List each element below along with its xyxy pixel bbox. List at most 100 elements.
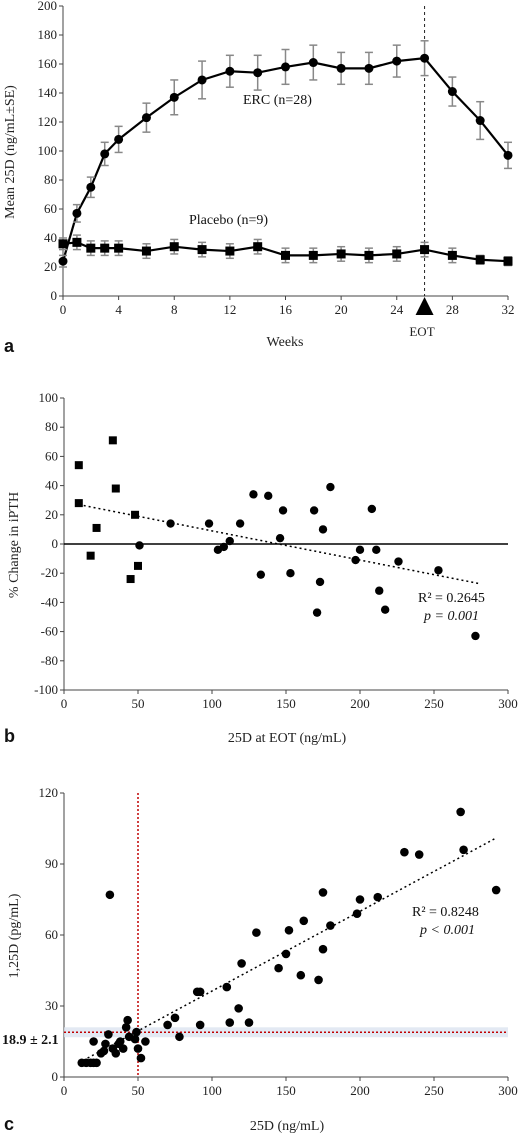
- erc-data-point: [308, 58, 318, 68]
- x-tick-label: 300: [498, 1083, 518, 1098]
- erc-data-point: [372, 545, 381, 555]
- erc-data-point: [114, 134, 124, 144]
- x-tick-label: 4: [115, 302, 122, 317]
- erc-data-point: [58, 256, 68, 266]
- y-tick-label: 40: [44, 230, 57, 245]
- data-point: [318, 888, 328, 897]
- erc-data-point: [281, 62, 290, 72]
- placebo-data-point: [141, 246, 151, 256]
- panel-a-y-axis-label: Mean 25D (ng/mL±SE): [3, 85, 18, 219]
- placebo-data-point: [86, 551, 95, 560]
- panel-b-ipth-scatter: b 25D at EOT (ng/mL) % Change in iPTH -1…: [4, 390, 518, 746]
- placebo-data-point: [131, 510, 140, 519]
- data-point: [284, 925, 294, 935]
- data-point: [195, 1020, 205, 1030]
- data-point: [133, 1044, 143, 1053]
- placebo-data-point: [336, 249, 346, 259]
- panel-b-x-axis-label: 25D at EOT (ng/mL): [228, 731, 347, 746]
- x-tick-label: 28: [446, 302, 459, 317]
- erc-data-point: [447, 87, 457, 97]
- data-point: [163, 1020, 172, 1030]
- placebo-data-point: [72, 237, 82, 247]
- data-point: [104, 1030, 113, 1039]
- panel-a-label: a: [4, 336, 15, 356]
- placebo-data-point: [308, 250, 318, 260]
- erc-data-point: [72, 208, 82, 218]
- erc-data-point: [315, 577, 325, 587]
- placebo-data-point: [100, 243, 110, 253]
- placebo-data-point: [197, 245, 207, 255]
- x-tick-label: 16: [279, 302, 293, 317]
- erc-data-point: [503, 150, 513, 160]
- data-point: [99, 1046, 109, 1056]
- panel-a-erc-series-label: ERC (n=28): [243, 93, 312, 108]
- panel-c-125d-scatter: c 25D (ng/mL) 1,25D (pg/mL) 0 30 60 90 120 0 5…: [2, 785, 518, 1134]
- x-tick-label: 0: [60, 302, 67, 317]
- y-tick-label: 0: [52, 1069, 59, 1084]
- y-tick-label: 120: [39, 785, 59, 800]
- data-point: [491, 885, 501, 895]
- erc-data-point: [100, 149, 110, 159]
- data-point: [237, 959, 246, 968]
- data-point: [141, 1037, 150, 1046]
- panel-b-label: b: [4, 726, 15, 746]
- y-tick-label: 80: [45, 419, 58, 434]
- x-tick-label: 200: [350, 1083, 370, 1098]
- erc-data-point: [336, 63, 346, 73]
- erc-data-point: [420, 53, 430, 63]
- data-point: [89, 1037, 98, 1046]
- panel-a-weekly-25d-chart: a Weeks Mean 25D (ng/mL±SE) 020406080100…: [3, 0, 515, 356]
- erc-data-point: [275, 533, 285, 543]
- x-tick-label: 8: [171, 302, 178, 317]
- data-point: [274, 963, 283, 973]
- data-point: [118, 1044, 128, 1053]
- panel-c-axes: 0 30 60 90 120 0 50 100 150 200 250 300: [39, 785, 518, 1098]
- y-tick-label: 60: [45, 448, 58, 463]
- erc-data-point: [326, 482, 335, 492]
- erc-data-point: [225, 66, 235, 76]
- y-tick-label: 20: [44, 259, 57, 274]
- placebo-data-point: [420, 245, 430, 255]
- panel-c-points: [77, 807, 501, 1068]
- data-point: [101, 1039, 110, 1049]
- panel-b-y-axis-label: % Change in iPTH: [7, 492, 22, 598]
- data-point: [222, 982, 232, 992]
- placebo-data-point: [392, 249, 402, 259]
- data-point: [92, 1058, 101, 1068]
- x-tick-label: 100: [202, 1083, 222, 1098]
- erc-data-point: [380, 605, 390, 614]
- placebo-data-point: [447, 250, 457, 260]
- data-point: [326, 921, 335, 930]
- panel-a-eot-label: EOT: [409, 324, 434, 339]
- panel-c-r-squared: R² = 0.8248: [412, 905, 479, 920]
- data-point: [252, 928, 261, 937]
- placebo-data-point: [475, 255, 485, 265]
- data-point: [136, 1053, 146, 1063]
- y-tick-label: -80: [41, 653, 58, 668]
- data-point: [352, 909, 362, 918]
- x-tick-label: 100: [202, 696, 222, 711]
- x-tick-label: 32: [502, 302, 515, 317]
- erc-data-point: [309, 506, 319, 515]
- erc-data-point: [141, 113, 151, 123]
- data-point: [121, 1023, 131, 1032]
- y-tick-label: 20: [45, 507, 58, 522]
- eot-triangle-marker: [415, 297, 434, 315]
- erc-data-point: [434, 566, 443, 575]
- y-tick-label: 80: [44, 172, 57, 187]
- erc-data-point: [225, 536, 234, 546]
- erc-data-point: [375, 586, 384, 595]
- data-point: [105, 890, 115, 900]
- y-tick-label: 0: [52, 536, 59, 551]
- erc-data-point: [475, 116, 485, 126]
- data-point: [123, 1015, 132, 1025]
- data-point: [373, 892, 383, 902]
- data-point: [456, 807, 465, 817]
- data-point: [299, 916, 309, 926]
- data-point: [459, 845, 468, 855]
- erc-data-point: [86, 182, 96, 192]
- data-point: [414, 850, 424, 859]
- panel-c-x-axis-label: 25D (ng/mL): [250, 1119, 325, 1134]
- y-tick-label: 40: [45, 478, 58, 493]
- x-tick-label: 150: [276, 1083, 296, 1098]
